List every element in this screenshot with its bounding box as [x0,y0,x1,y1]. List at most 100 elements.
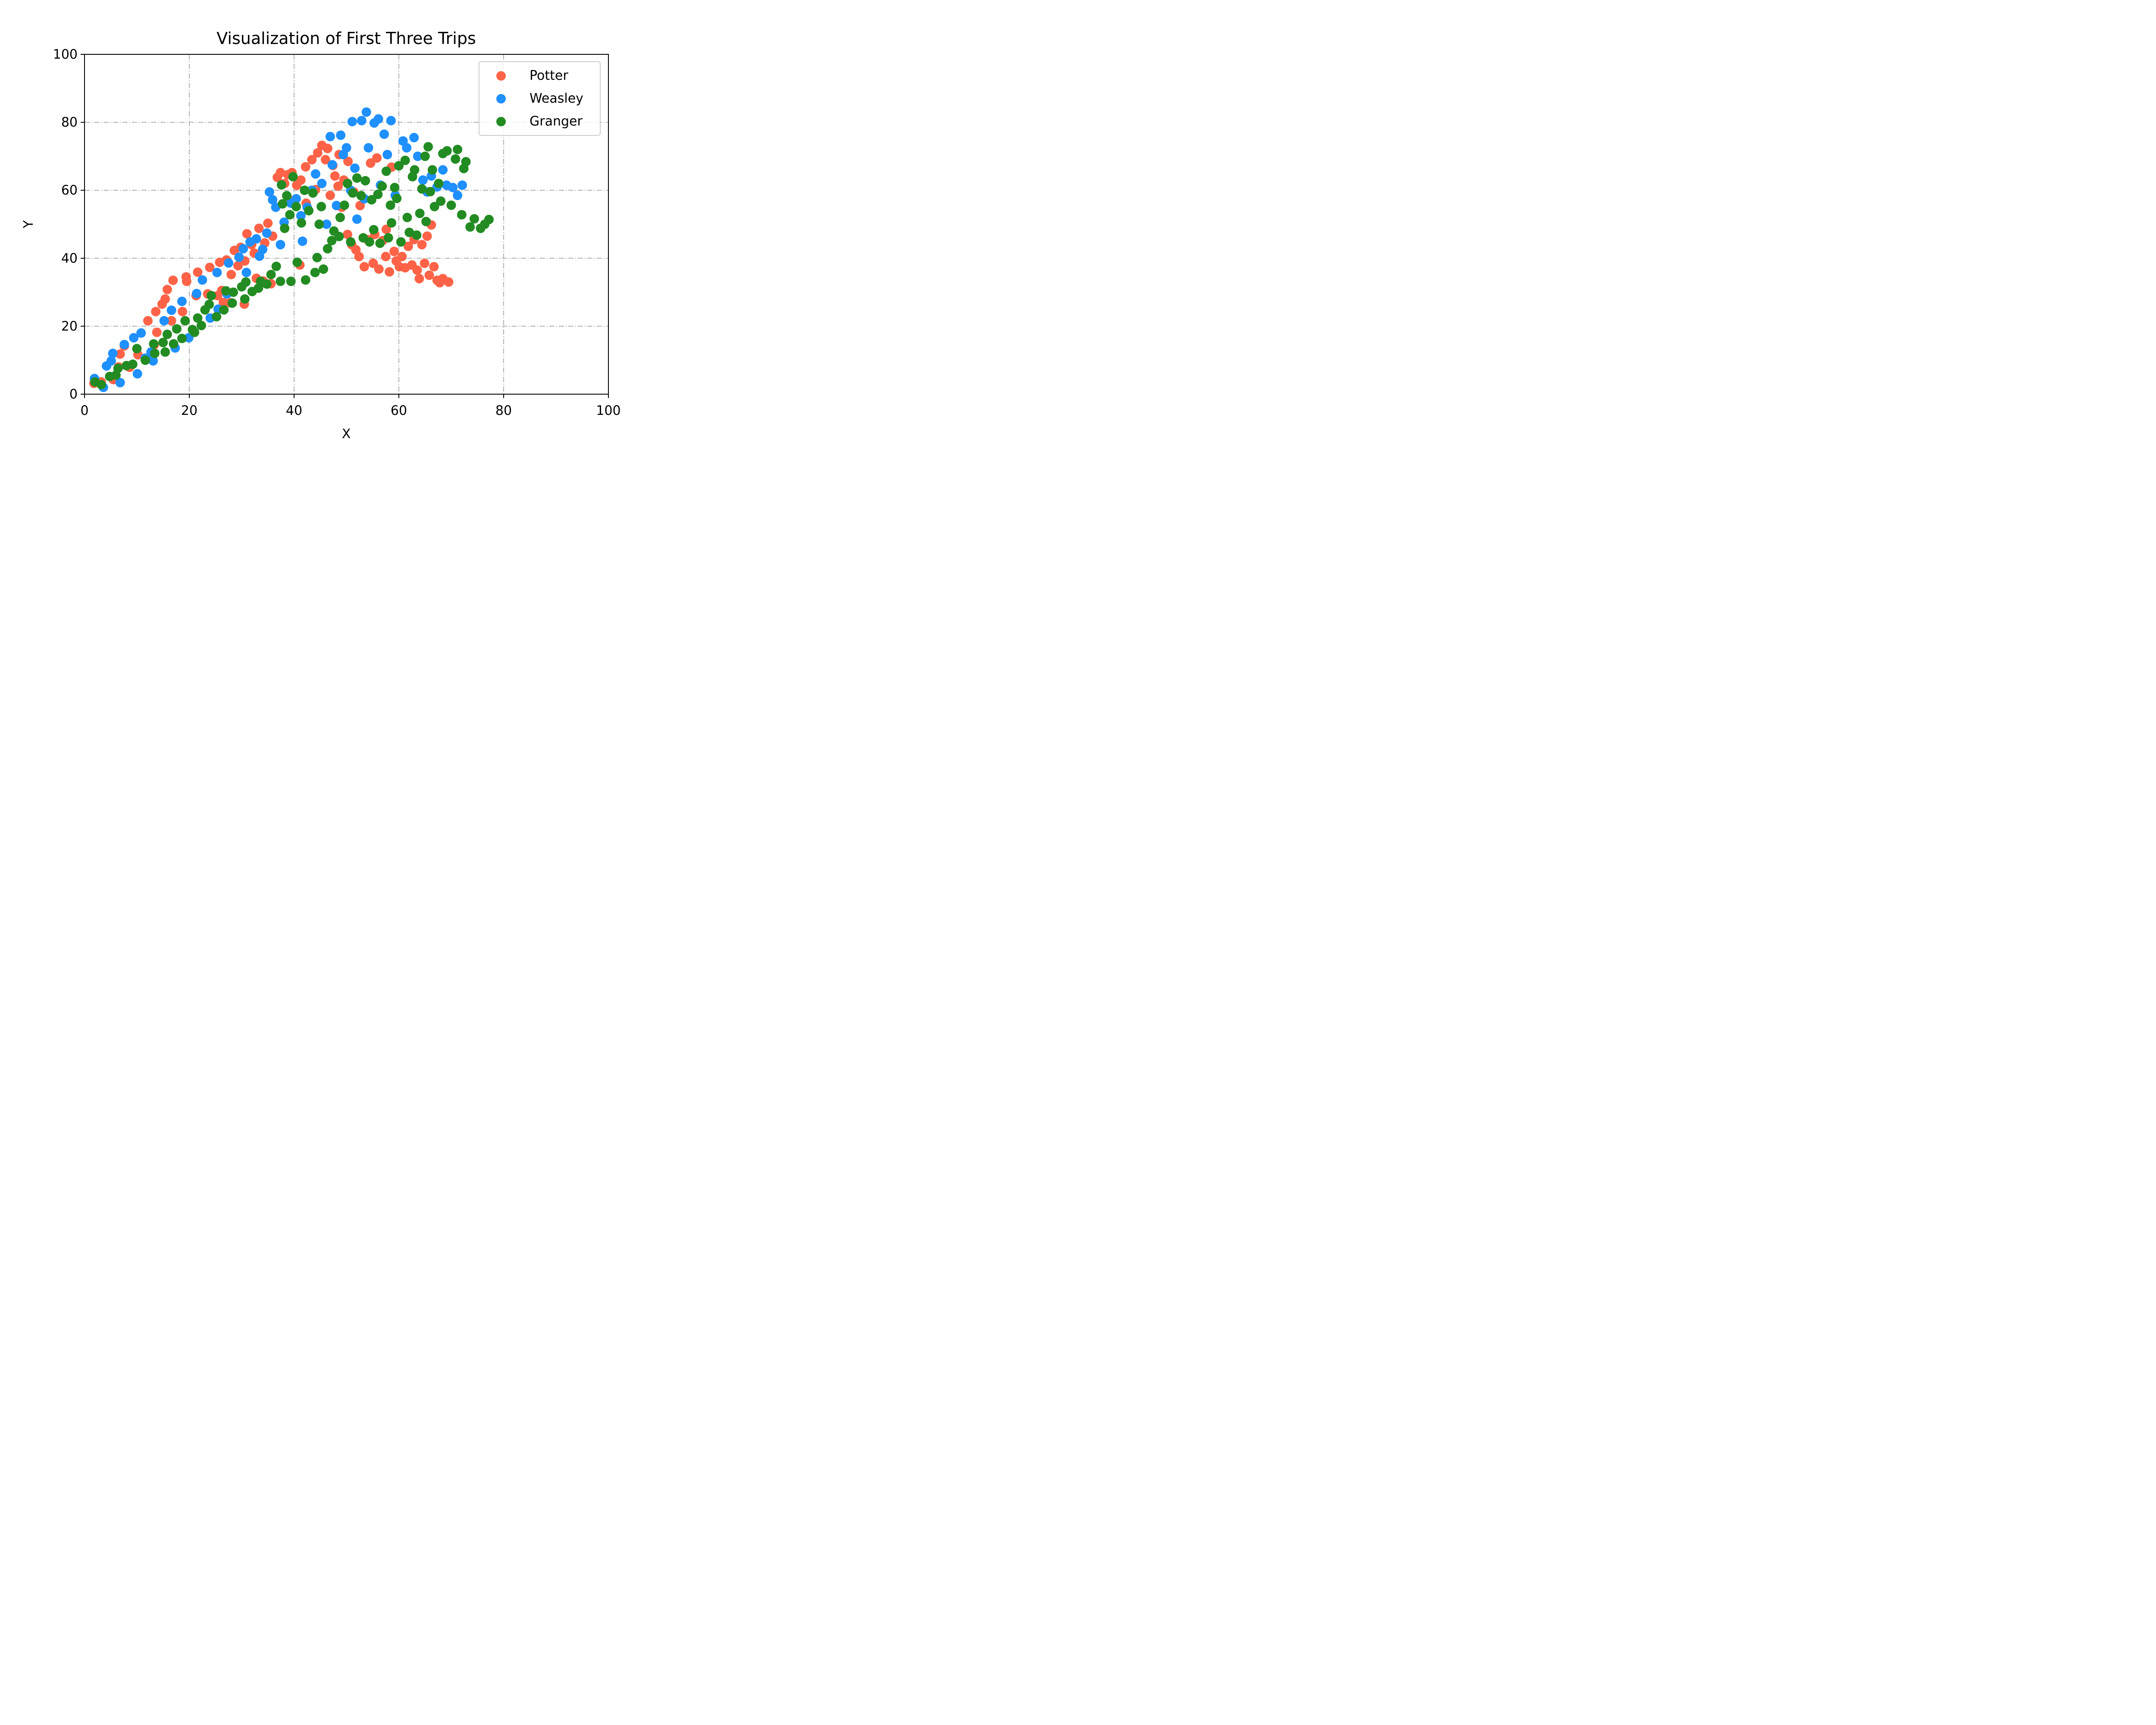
data-point-weasley [262,228,272,238]
data-point-granger [297,218,307,228]
data-point-granger [150,348,160,358]
data-point-granger [442,146,452,156]
data-point-weasley [268,195,278,205]
data-point-potter [333,181,343,191]
data-point-granger [204,299,214,309]
data-point-weasley [276,240,285,250]
data-point-granger [377,181,387,191]
data-point-weasley [342,143,351,153]
data-point-weasley [224,258,234,268]
data-point-granger [128,359,138,369]
data-points [89,107,494,392]
data-point-potter [166,316,176,326]
data-point-granger [396,237,406,247]
data-point-granger [457,210,467,220]
data-point-potter [403,242,413,251]
data-point-granger [288,172,298,182]
data-point-granger [451,154,461,164]
data-point-granger [162,329,172,339]
data-point-weasley [364,143,373,153]
data-point-granger [149,339,159,349]
data-point-granger [364,237,374,247]
legend: Potter Weasley Granger [479,61,601,136]
data-point-potter [162,285,172,295]
data-point-weasley [402,143,412,153]
data-point-potter [307,155,317,165]
data-point-granger [421,216,431,226]
data-point-weasley [115,378,125,388]
data-point-potter [343,157,353,166]
data-point-granger [420,151,430,161]
data-point-potter [160,294,170,304]
data-point-weasley [458,180,467,190]
data-point-granger [280,223,290,233]
y-tick-label: 40 [61,251,78,266]
data-point-weasley [234,252,244,262]
data-point-potter [320,155,330,165]
data-point-weasley [448,182,458,192]
data-point-potter [366,158,376,168]
data-point-weasley [336,130,346,140]
data-point-granger [360,176,370,186]
data-point-granger [369,225,379,235]
data-point-granger [310,267,320,277]
data-point-weasley [212,267,222,277]
data-point-granger [412,230,422,240]
data-point-granger [453,144,463,154]
data-point-granger [342,179,352,188]
data-point-potter [372,153,382,163]
data-point-granger [383,233,393,243]
data-point-granger [96,380,106,389]
legend-marker-granger [496,117,506,126]
data-point-weasley [177,296,187,306]
data-point-granger [292,257,302,267]
data-point-potter [226,270,236,279]
data-point-granger [352,173,362,183]
data-point-granger [304,206,314,216]
data-point-granger [308,188,318,198]
data-point-weasley [119,339,129,349]
data-point-weasley [350,163,360,173]
data-point-weasley [379,129,389,139]
data-point-granger [262,279,272,289]
data-point-granger [410,165,420,175]
data-point-granger [219,305,229,315]
data-point-weasley [159,316,169,326]
data-point-potter [263,218,273,228]
data-point-potter [412,265,422,275]
data-point-weasley [453,191,463,201]
data-point-granger [229,287,238,297]
data-point-granger [282,191,291,201]
y-axis-label: Y [21,220,36,229]
data-point-potter [429,262,439,272]
data-point-weasley [108,348,118,358]
data-point-granger [446,200,456,210]
data-point-weasley [136,328,146,338]
data-point-granger [291,202,301,212]
data-point-weasley [192,289,202,298]
data-point-granger [276,276,285,286]
data-point-weasley [382,150,392,160]
data-point-granger [286,276,296,286]
data-point-granger [385,200,395,210]
data-point-potter [296,175,306,185]
data-point-weasley [258,245,268,254]
data-point-potter [368,258,378,268]
data-point-granger [417,184,427,194]
data-point-granger [140,355,150,365]
data-point-potter [381,224,391,234]
data-point-granger [484,214,494,224]
data-point-granger [314,220,324,229]
data-point-potter [381,251,391,261]
data-point-granger [427,165,437,175]
data-point-granger [390,182,400,192]
data-point-potter [420,258,429,268]
data-point-potter [178,307,188,317]
data-point-granger [469,214,479,224]
data-point-potter [168,276,178,285]
data-point-granger [221,286,231,296]
data-point-granger [346,237,356,247]
data-point-weasley [238,244,248,254]
y-tick-label: 80 [61,115,78,130]
data-point-potter [205,263,215,273]
